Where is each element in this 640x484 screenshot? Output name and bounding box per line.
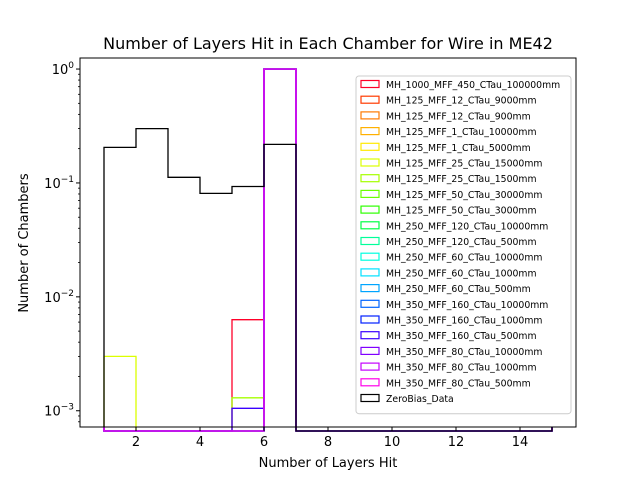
legend-frame <box>355 75 572 415</box>
histogram-series-20 <box>103 127 553 432</box>
legend-swatch <box>360 142 380 151</box>
x-tick-label: 8 <box>324 435 332 450</box>
y-tick-label: 10−3 <box>44 403 74 420</box>
legend-label: MH_250_MFF_60_CTau_10000mm <box>386 253 542 264</box>
legend-label: MH_350_MFF_160_CTau_1000mm <box>386 316 542 327</box>
legend-label: MH_350_MFF_160_CTau_500mm <box>386 331 537 342</box>
legend-label: MH_350_MFF_80_CTau_500mm <box>386 378 531 389</box>
y-tick-label: 10−1 <box>44 175 74 192</box>
legend-label: MH_125_MFF_1_CTau_5000mm <box>386 143 531 154</box>
x-tick-label: 14 <box>512 435 529 450</box>
legend-label: MH_125_MFF_1_CTau_10000mm <box>386 127 537 138</box>
legend-label: MH_250_MFF_120_CTau_500mm <box>386 237 537 248</box>
legend: MH_1000_MFF_450_CTau_100000mm MH_125_MFF_… <box>355 75 572 415</box>
legend-swatch <box>360 221 380 230</box>
x-axis-label: Number of Layers Hit <box>259 456 398 471</box>
legend-swatch <box>360 189 380 198</box>
legend-swatch <box>360 378 380 387</box>
legend-swatch <box>360 252 380 261</box>
x-tick-label: 12 <box>448 435 465 450</box>
legend-swatch <box>360 315 380 324</box>
y-tick-label: 10−2 <box>44 289 74 306</box>
x-tick-label: 10 <box>384 435 401 450</box>
legend-swatch <box>360 284 380 293</box>
legend-swatch <box>360 79 380 89</box>
y-axis-label: Number of Chambers <box>17 173 32 313</box>
legend-swatch <box>360 299 380 308</box>
legend-label: MH_250_MFF_60_CTau_1000mm <box>386 268 537 279</box>
legend-swatch <box>360 205 380 214</box>
legend-swatch <box>360 126 380 136</box>
legend-swatch <box>360 95 380 104</box>
legend-label: MH_125_MFF_25_CTau_15000mm <box>386 159 542 170</box>
legend-swatch <box>360 236 380 246</box>
legend-swatch <box>360 331 380 340</box>
legend-label: MH_350_MFF_160_CTau_10000mm <box>386 300 548 311</box>
legend-label: ZeroBias_Data <box>386 394 454 405</box>
series-layer <box>103 68 553 432</box>
legend-label: MH_250_MFF_120_CTau_10000mm <box>386 221 548 232</box>
chart-title: Number of Layers Hit in Each Chamber for… <box>103 34 553 53</box>
axes-layer: 2 4 6 8 10 12 14 10−3 10−2 10−1 100 <box>44 61 528 450</box>
legend-swatch <box>360 158 380 167</box>
legend-swatch <box>360 362 380 371</box>
legend-label: MH_350_MFF_80_CTau_10000mm <box>386 347 542 358</box>
legend-swatch <box>360 393 380 403</box>
legend-label: MH_1000_MFF_450_CTau_100000mm <box>386 80 560 91</box>
y-tick-label: 100 <box>52 61 75 78</box>
legend-swatch <box>360 268 380 277</box>
legend-label: MH_125_MFF_50_CTau_3000mm <box>386 206 537 217</box>
legend-label: MH_125_MFF_12_CTau_9000mm <box>386 96 537 107</box>
legend-swatch <box>360 346 380 355</box>
legend-label: MH_125_MFF_25_CTau_1500mm <box>386 174 537 185</box>
x-tick-label: 2 <box>132 435 140 450</box>
x-tick-label: 4 <box>196 435 204 450</box>
legend-label: MH_250_MFF_60_CTau_500mm <box>386 284 531 295</box>
x-tick-label: 6 <box>260 435 268 450</box>
legend-label: MH_125_MFF_50_CTau_30000mm <box>386 190 542 201</box>
legend-label: MH_125_MFF_12_CTau_900mm <box>386 111 531 122</box>
legend-swatch <box>360 111 380 120</box>
legend-swatch <box>360 174 380 183</box>
legend-label: MH_350_MFF_80_CTau_1000mm <box>386 363 537 374</box>
